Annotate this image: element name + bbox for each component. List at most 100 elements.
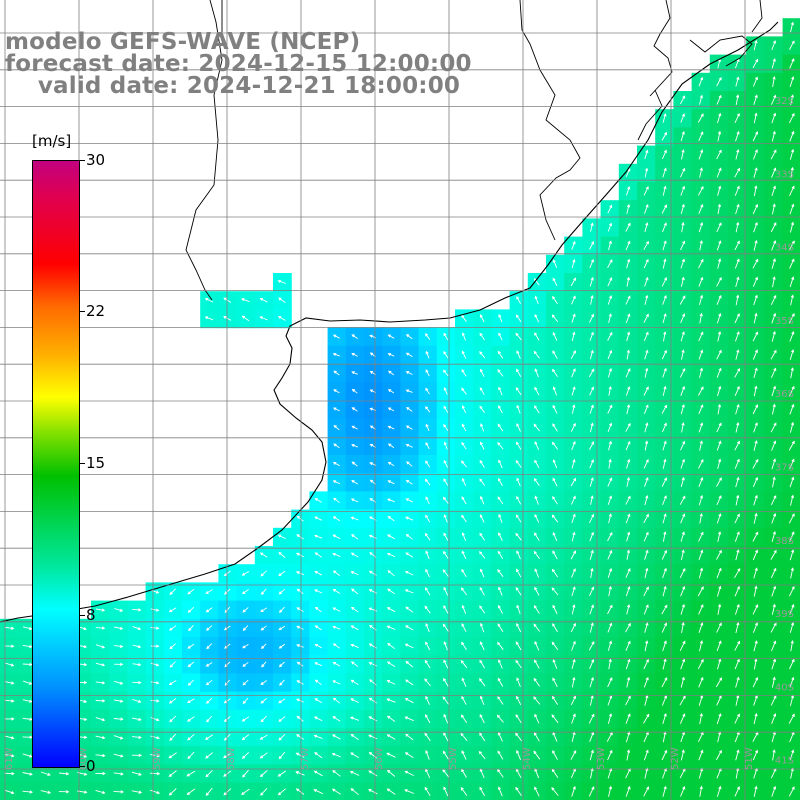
wind-arrow [734,185,740,196]
wind-arrow [479,351,486,359]
wind-arrow [350,788,359,796]
wind-arrow [771,458,776,470]
wind-arrow [643,713,650,724]
wind-arrow [625,513,631,524]
wind-arrow [425,641,431,651]
wind-arrow [698,386,704,396]
wind-arrow [680,676,685,688]
wind-arrow [734,385,740,396]
wind-arrow [735,749,740,761]
wind-arrow [607,604,613,615]
wind-arrow [497,441,504,450]
wind-arrow [132,698,142,703]
wind-arrow [753,167,758,178]
wind-arrow [479,387,485,395]
wind-arrow [643,658,649,670]
wind-arrow [644,276,649,287]
wind-arrow [589,549,594,560]
wind-arrow [625,240,631,251]
wind-arrow [259,770,268,778]
wind-arrow [644,549,649,560]
wind-arrow [496,714,504,723]
wind-arrow [717,330,722,342]
wind-arrow [717,403,722,415]
wind-arrow [698,458,704,469]
wind-arrow [313,734,323,740]
wind-arrow [479,622,485,633]
wind-arrow [680,385,686,396]
wind-arrow [552,277,558,287]
wind-arrow [551,714,559,724]
wind-arrow [479,659,485,669]
wind-arrow [150,608,160,612]
wind-arrow [187,679,195,686]
wind-arrow [461,641,467,651]
wind-arrow [386,715,396,722]
wind-arrow [589,313,595,323]
wind-arrow [460,714,468,723]
wind-arrow [680,331,685,342]
wind-arrow [552,531,558,542]
wind-arrow [169,625,177,631]
wind-arrow [186,770,196,777]
wind-arrow [224,588,231,595]
wind-arrow [752,331,759,342]
wind-arrow [734,513,740,524]
wind-arrow [625,695,631,706]
wind-arrow [425,387,430,395]
wind-arrow [771,385,777,397]
wind-arrow [204,297,214,303]
wind-arrow [278,588,286,595]
wind-arrow [534,459,540,469]
wind-arrow [150,699,160,703]
wind-arrow [643,531,649,542]
wind-arrow [753,149,758,160]
wind-cell [546,782,565,802]
wind-arrow [570,477,576,487]
wind-arrow [425,714,431,724]
wind-arrow [771,167,777,178]
wind-arrow [608,440,612,451]
wind-arrow [662,385,667,397]
wind-arrow [386,625,396,630]
wind-arrow [662,640,667,652]
wind-arrow [607,677,613,688]
wind-arrow [425,587,431,596]
wind-arrow [771,312,777,324]
wind-arrow [113,699,124,703]
wind-arrow [571,568,576,578]
wind-cell [91,782,110,802]
wind-arrow [296,534,304,540]
wind-arrow [752,749,759,761]
wind-arrow [589,422,594,433]
wind-arrow [516,441,522,450]
wind-arrow [735,421,740,433]
wind-arrow [716,276,722,287]
wind-arrow [771,58,776,69]
wind-arrow [643,404,649,414]
wind-arrow [662,531,667,542]
wind-arrow [626,331,631,342]
wind-arrow [608,386,612,396]
wind-arrow [351,443,358,448]
wind-arrow [332,334,340,339]
wind-arrow [368,770,378,777]
wind-arrow [443,423,449,431]
wind-arrow [662,258,667,269]
wind-arrow [625,640,631,651]
wind-arrow [480,495,485,505]
wind-cell [145,782,165,802]
wind-arrow [314,606,322,613]
wind-arrow [515,659,522,669]
wind-arrow [479,678,486,687]
wind-arrow [552,459,558,469]
wind-arrow [314,643,322,649]
wind-arrow [534,332,540,341]
wind-arrow [406,461,413,467]
wind-arrow [662,295,667,305]
wind-arrow [716,167,722,178]
wind-arrow [534,532,540,541]
wind-arrow [661,131,667,141]
latitude-label: 41S [775,756,794,767]
wind-arrow [368,607,378,612]
